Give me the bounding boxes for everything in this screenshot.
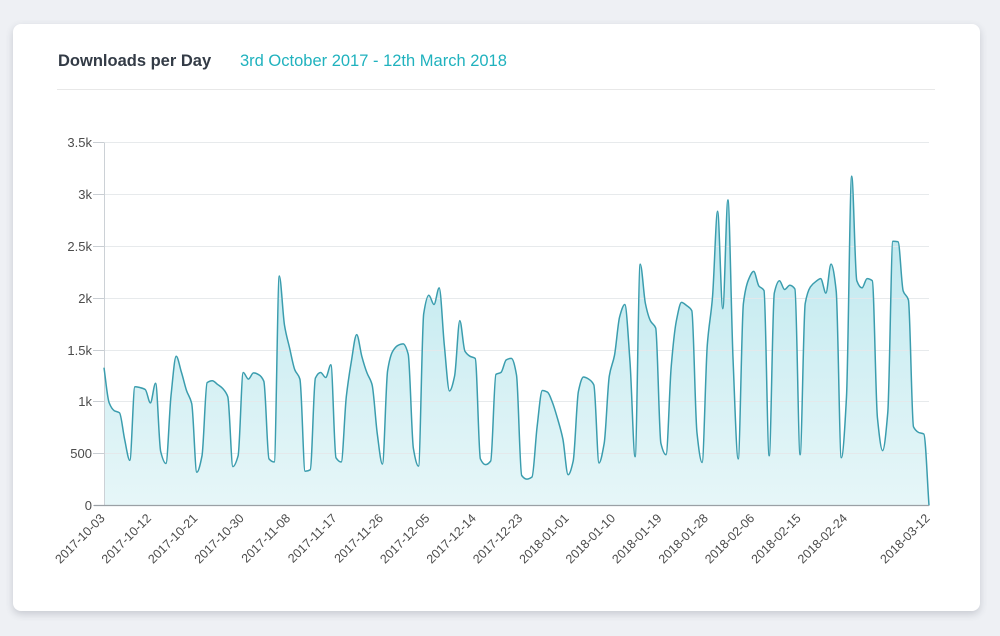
svg-text:2.5k: 2.5k bbox=[67, 239, 92, 254]
svg-text:0: 0 bbox=[85, 498, 92, 513]
svg-text:500: 500 bbox=[70, 446, 92, 461]
svg-text:3.5k: 3.5k bbox=[67, 135, 92, 150]
svg-text:2017-11-08: 2017-11-08 bbox=[239, 511, 293, 565]
svg-text:1k: 1k bbox=[78, 394, 92, 409]
svg-text:2018-03-12: 2018-03-12 bbox=[878, 511, 933, 566]
svg-text:3rd October 2017 - 12th March: 3rd October 2017 - 12th March 2018 bbox=[240, 52, 507, 70]
svg-text:2018-02-24: 2018-02-24 bbox=[795, 511, 850, 566]
svg-text:2k: 2k bbox=[78, 291, 92, 306]
svg-text:3k: 3k bbox=[78, 187, 92, 202]
svg-text:1.5k: 1.5k bbox=[67, 343, 92, 358]
svg-text:Downloads per Day: Downloads per Day bbox=[58, 52, 212, 70]
svg-text:2017-11-17: 2017-11-17 bbox=[285, 511, 339, 565]
svg-text:2017-10-30: 2017-10-30 bbox=[192, 511, 247, 566]
